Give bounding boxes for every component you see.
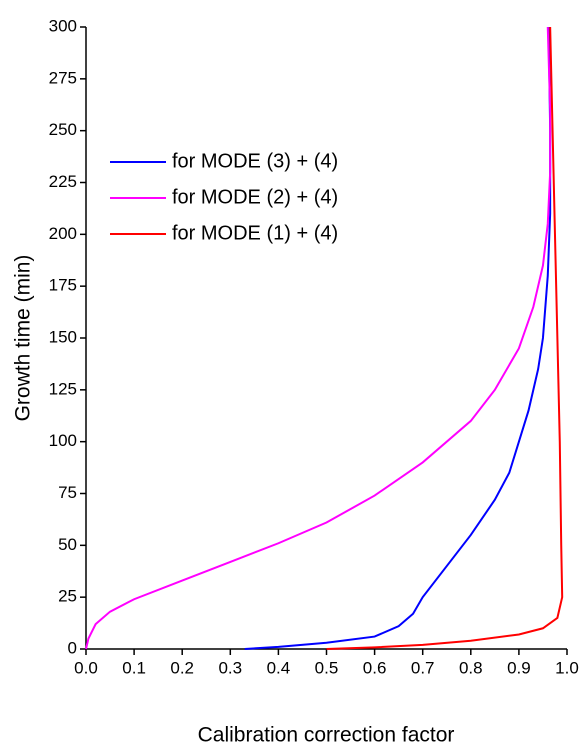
- legend-text: for MODE (2) + (4): [172, 186, 338, 208]
- x-tick-label: 0.4: [267, 658, 291, 677]
- x-tick-label: 0.9: [507, 658, 531, 677]
- legend-text: for MODE (3) + (4): [172, 150, 338, 172]
- x-tick-label: 0.6: [363, 658, 387, 677]
- x-tick-label: 0.3: [218, 658, 242, 677]
- y-tick-label: 275: [49, 68, 77, 87]
- y-tick-label: 200: [49, 224, 77, 243]
- x-tick-label: 0.7: [411, 658, 435, 677]
- x-tick-label: 1.0: [555, 658, 579, 677]
- y-tick-label: 100: [49, 431, 77, 450]
- y-tick-label: 0: [68, 638, 77, 657]
- x-tick-label: 0.5: [315, 658, 339, 677]
- y-tick-label: 25: [58, 587, 77, 606]
- series-line: [326, 26, 564, 650]
- y-tick-label: 250: [49, 120, 77, 139]
- x-axis-title: Calibration correction factor: [198, 724, 455, 747]
- y-tick-label: 125: [49, 379, 77, 398]
- x-tick-label: 0.0: [74, 658, 98, 677]
- series-line: [85, 26, 552, 650]
- y-tick-label: 300: [49, 16, 77, 35]
- series-line: [244, 26, 552, 650]
- x-tick-label: 0.1: [122, 658, 146, 677]
- x-tick-label: 0.2: [170, 658, 194, 677]
- y-tick-label: 150: [49, 327, 77, 346]
- y-tick-label: 175: [49, 276, 77, 295]
- y-axis-title: Growth time (min): [12, 255, 35, 422]
- y-tick-label: 75: [58, 483, 77, 502]
- y-tick-label: 225: [49, 172, 77, 191]
- y-tick-label: 50: [58, 535, 77, 554]
- x-tick-label: 0.8: [459, 658, 483, 677]
- legend-text: for MODE (1) + (4): [172, 222, 338, 244]
